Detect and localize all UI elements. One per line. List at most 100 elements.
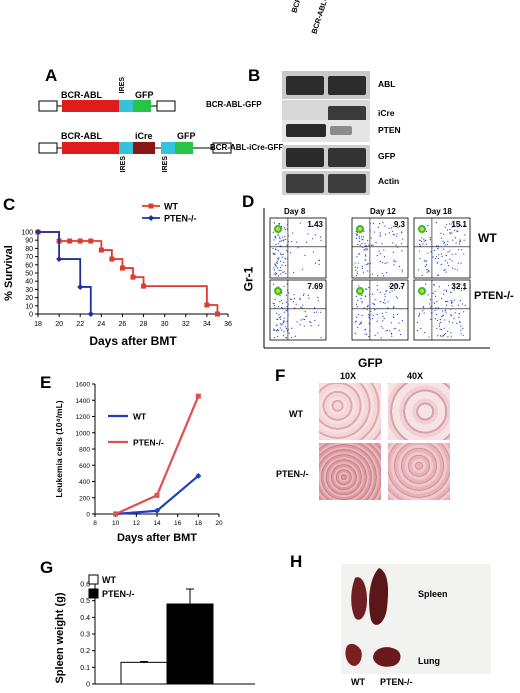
flow-dot <box>278 269 280 271</box>
flow-dot <box>443 327 445 329</box>
survival-point-wt <box>98 247 104 253</box>
flow-dot <box>280 269 282 272</box>
construct-2-icre-label: iCre <box>135 131 153 141</box>
flow-dot <box>460 325 462 327</box>
flow-dot <box>360 322 362 324</box>
flow-dot <box>312 251 315 253</box>
flow-dot <box>360 236 363 238</box>
flow-dot <box>301 268 304 270</box>
flow-dot <box>306 315 308 317</box>
flow-dot <box>401 319 404 322</box>
flow-dot <box>462 311 465 313</box>
flow-dot <box>358 236 361 238</box>
flow-dot <box>377 332 379 334</box>
flow-dot <box>275 265 277 267</box>
blot-column-2-label: BCR-ABL-iCre-GFP <box>309 0 340 36</box>
flow-dot <box>385 233 387 235</box>
flow-dot <box>437 262 439 264</box>
flow-dot <box>451 260 453 262</box>
flow-dot <box>280 324 283 326</box>
flow-row-wt: WT <box>478 231 497 245</box>
flow-dot <box>392 307 395 309</box>
flow-dot <box>379 260 381 262</box>
flow-dot <box>361 265 363 267</box>
flow-dot <box>314 234 316 236</box>
blot-label-gfp: GFP <box>378 151 396 161</box>
flow-dot <box>287 308 289 310</box>
flow-dot <box>429 306 431 309</box>
flow-dot <box>273 252 275 254</box>
flow-dot <box>310 322 312 324</box>
flow-dot <box>369 323 371 325</box>
flow-dot <box>316 311 318 313</box>
flow-dot <box>441 310 444 312</box>
flow-dot <box>398 329 400 331</box>
flow-dot <box>368 244 370 246</box>
construct-1-ires-segment <box>119 100 133 112</box>
flow-dot <box>449 232 451 234</box>
flow-dot <box>392 234 394 236</box>
survival-x-tick-label: 20 <box>55 321 63 328</box>
flow-dot <box>379 222 381 225</box>
construct-2-ires-label-2: IRES <box>162 156 169 173</box>
flow-dot <box>357 299 359 301</box>
leukemia-point-pten <box>195 393 201 399</box>
flow-dot <box>422 243 424 245</box>
flow-dot <box>456 230 458 232</box>
leukemia-xlabel: Days after BMT <box>117 532 197 544</box>
flow-dot <box>364 254 367 256</box>
flow-dot <box>356 316 358 318</box>
flow-dot <box>357 326 359 329</box>
flow-dot <box>384 262 386 264</box>
survival-point-pten <box>56 256 63 263</box>
flow-dot <box>369 229 371 231</box>
flow-dot <box>361 294 363 296</box>
flow-dot <box>375 308 377 310</box>
blot-column-1-label: BCR-ABL-GFP <box>289 0 314 14</box>
flow-dot <box>283 331 285 333</box>
flow-dot <box>434 257 436 260</box>
flow-dot <box>423 312 425 314</box>
flow-dot <box>318 324 320 327</box>
flow-dot <box>358 237 360 240</box>
flow-dot <box>357 262 359 264</box>
flow-dot <box>274 236 277 238</box>
survival-chart: 0 10 20 30 40 50 60 70 80 90 100 18 20 22 24 26 28 30 32 34… <box>0 196 245 368</box>
flow-dot <box>292 301 295 303</box>
flow-dot <box>367 270 369 272</box>
flow-dot <box>364 243 366 245</box>
flow-dot <box>390 227 393 229</box>
flow-dot <box>279 327 281 329</box>
construct-2-ires-segment-1 <box>119 142 133 154</box>
flow-dot <box>367 314 370 316</box>
spleen-wt-shape <box>351 577 367 620</box>
flow-dot <box>425 264 428 266</box>
flow-dot <box>366 309 368 311</box>
flow-dot <box>382 261 384 264</box>
survival-legend-marker <box>148 215 154 221</box>
flow-dot <box>275 272 277 274</box>
survival-legend-label: WT <box>164 202 178 212</box>
flow-dot <box>299 324 301 326</box>
flow-dot <box>376 289 379 291</box>
flow-dot <box>291 327 293 329</box>
flow-dot <box>425 260 428 262</box>
flow-dot <box>287 303 289 305</box>
panel-letter-b: B <box>248 66 261 85</box>
flow-dot <box>317 296 319 299</box>
survival-point-wt <box>109 256 115 262</box>
flow-dot <box>423 307 425 309</box>
flow-dot <box>393 234 395 236</box>
flow-dot <box>309 320 311 323</box>
flow-dot <box>279 300 281 303</box>
flow-dot <box>311 225 313 227</box>
flow-dot <box>354 266 356 268</box>
leukemia-x-tick-label: 12 <box>133 520 141 527</box>
flow-dot <box>462 285 465 287</box>
flow-dot <box>428 336 430 338</box>
flow-dot <box>369 330 371 332</box>
flow-dot <box>439 318 441 321</box>
flow-dot <box>386 262 388 264</box>
leukemia-y-tick-label: 0 <box>86 512 90 519</box>
flow-dot <box>277 258 279 260</box>
